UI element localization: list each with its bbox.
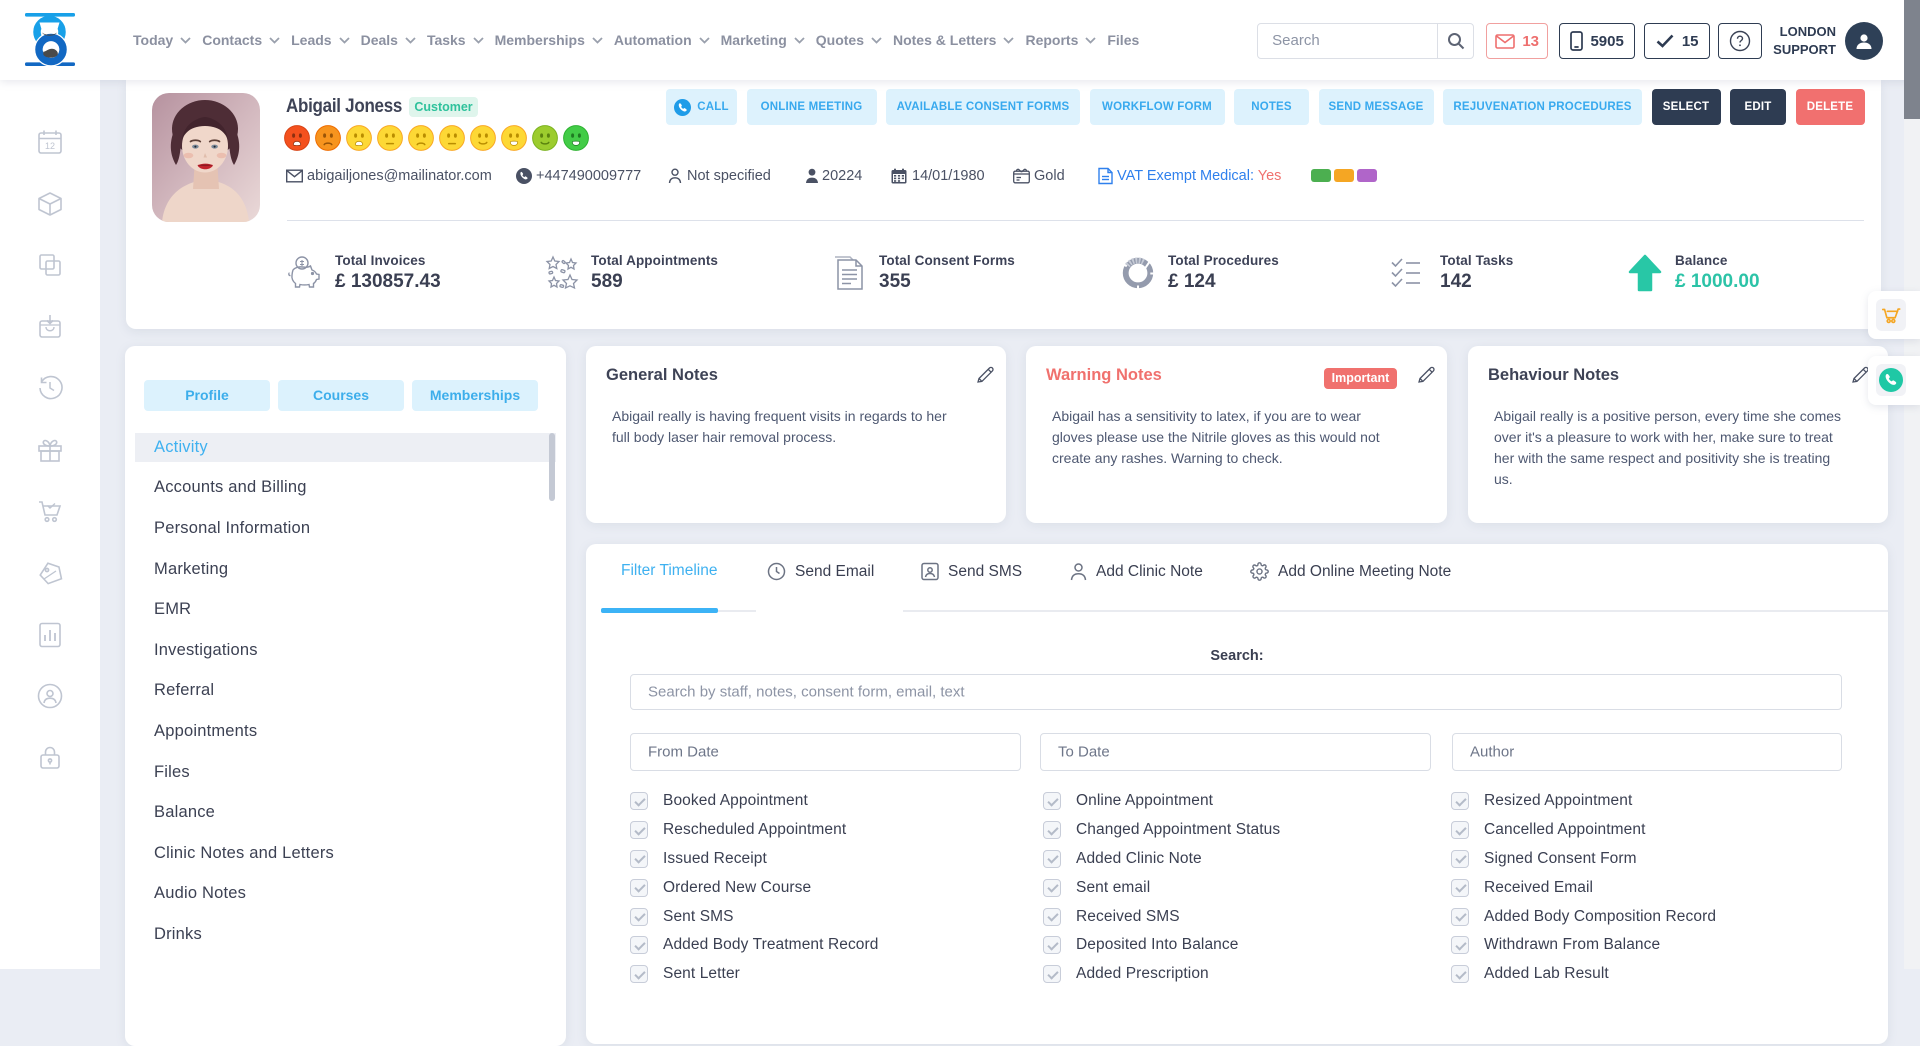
svg-text:12: 12: [45, 141, 55, 151]
